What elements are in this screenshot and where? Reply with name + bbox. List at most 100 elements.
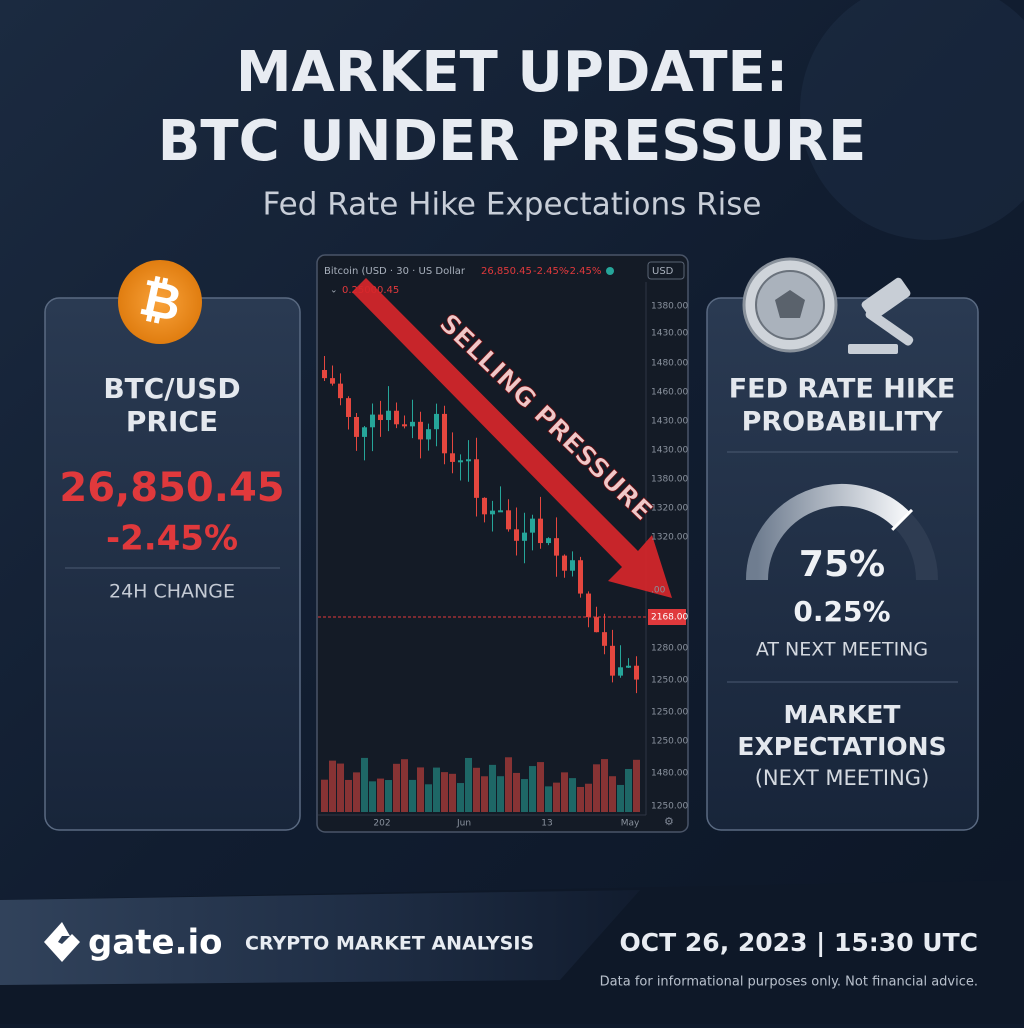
fed-label: PROBABILITY <box>742 407 943 438</box>
candle-body <box>514 529 519 541</box>
candle-body <box>434 413 439 430</box>
candle-body <box>578 560 583 594</box>
chart-panel <box>316 254 689 833</box>
volume-bar <box>353 772 360 812</box>
status-dot <box>606 267 614 275</box>
current-price-label: 2168.00 <box>651 613 688 623</box>
expectations-label: EXPECTATIONS <box>737 732 946 761</box>
candle-body <box>330 378 335 384</box>
time-axis-label: 13 <box>541 819 552 829</box>
candle-body <box>362 427 367 437</box>
candle-body <box>618 667 623 676</box>
candle-body <box>402 424 407 427</box>
volume-bar <box>529 766 536 812</box>
timestamp: OCT 26, 2023 | 15:30 UTC <box>620 928 978 957</box>
price-axis-label: 1380.00 <box>651 302 688 312</box>
hike-size: 0.25% <box>793 595 890 628</box>
price-axis-label: 1250.00 <box>651 676 688 686</box>
time-axis-label: 202 <box>373 819 390 829</box>
price-axis-label: 1280.00 <box>651 644 688 654</box>
volume-bar <box>465 757 472 812</box>
candle-body <box>490 510 495 515</box>
volume-bar <box>457 783 464 812</box>
expectations-label: MARKET <box>784 700 901 729</box>
candle-body <box>394 410 399 425</box>
candle-body <box>530 518 535 533</box>
candle-body <box>522 532 527 541</box>
volume-bar <box>569 778 576 812</box>
fed-eagle <box>775 290 805 318</box>
chart-header-price: 26,850.45 <box>481 266 532 277</box>
btc-label: PRICE <box>126 405 218 438</box>
subtitle: Fed Rate Hike Expectations Rise <box>262 187 761 223</box>
fed-panel <box>706 297 979 831</box>
disclaimer: Data for informational purposes only. No… <box>600 975 978 990</box>
gauge-needle <box>891 508 914 531</box>
volume-bar <box>417 767 424 812</box>
volume-bar <box>513 772 520 812</box>
volume-bar <box>481 776 488 812</box>
volume-bar <box>609 776 616 812</box>
footer-band <box>0 890 640 985</box>
candle-body <box>602 632 607 646</box>
volume-bar <box>489 764 496 812</box>
tagline: CRYPTO MARKET ANALYSIS <box>245 933 534 955</box>
volume-bar <box>377 778 384 812</box>
candle-body <box>554 538 559 556</box>
volume-bar <box>449 773 456 812</box>
change-label: 24H CHANGE <box>109 581 235 603</box>
gauge-fill <box>746 484 910 581</box>
candle-body <box>346 398 351 417</box>
candle-body <box>482 497 487 515</box>
candle-body <box>426 429 431 440</box>
chart-header-change: -2.45% <box>533 266 568 277</box>
candle-body <box>442 413 447 454</box>
currency-box <box>647 261 685 280</box>
volume-bar <box>537 762 544 812</box>
settings-icon: ⚙ <box>664 815 674 828</box>
candles <box>321 355 640 812</box>
volume-bar <box>561 772 568 812</box>
candle-body <box>626 665 631 668</box>
chart-toggle: ⌄ <box>330 286 338 296</box>
candle-body <box>378 414 383 421</box>
candle-body <box>458 460 463 463</box>
time-axis-label: May <box>621 819 640 829</box>
price-axis-label: 1380.00 <box>651 475 688 485</box>
volume-bar <box>497 776 504 812</box>
price-axis-label: 1320.00 <box>651 533 688 543</box>
candle-body <box>474 459 479 498</box>
candle-body <box>562 555 567 571</box>
gauge <box>746 484 938 581</box>
candle-body <box>506 510 511 530</box>
price-axis-label: 1250.00 <box>651 708 688 718</box>
volume-bar <box>409 779 416 812</box>
volume-bar <box>585 783 592 812</box>
candle-body <box>370 414 375 428</box>
time-axis-label: Jun <box>456 819 471 829</box>
price-axis-label: .00 <box>651 586 666 596</box>
candle-body <box>498 510 503 513</box>
btc-price: 26,850.45 <box>59 465 284 511</box>
bitcoin-icon <box>118 260 202 344</box>
volume-bar <box>521 779 528 812</box>
chart-header-change: -2.45% <box>566 266 601 277</box>
chart-header: Bitcoin (USD · 30 · US Dollar <box>324 266 466 277</box>
volume-bar <box>361 757 368 812</box>
candle-body <box>354 416 359 437</box>
volume-bar <box>441 772 448 812</box>
volume-bar <box>625 768 632 812</box>
price-axis-label: 1250.00 <box>651 802 688 812</box>
candle-body <box>546 538 551 544</box>
trend-arrow <box>352 278 672 598</box>
gavel-icon <box>848 277 914 354</box>
volume-bar <box>617 784 624 812</box>
price-axis-label: 1430.00 <box>651 417 688 427</box>
candle-body <box>594 617 599 633</box>
volume-bar <box>385 780 392 812</box>
volume-bar <box>345 779 352 812</box>
price-axis-label: 1430.00 <box>651 446 688 456</box>
currency: USD <box>652 266 674 277</box>
